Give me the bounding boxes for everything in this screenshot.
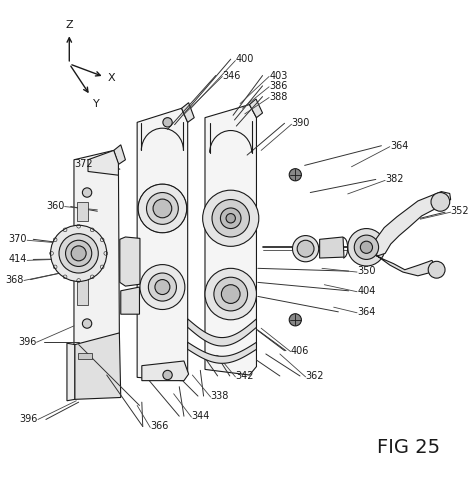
Text: 388: 388 [269, 92, 287, 102]
Text: 396: 396 [19, 414, 38, 425]
Text: Y: Y [93, 100, 100, 109]
Text: 350: 350 [357, 266, 375, 276]
Circle shape [297, 240, 314, 257]
Polygon shape [142, 361, 189, 381]
Circle shape [82, 188, 92, 197]
Text: 406: 406 [291, 346, 309, 356]
Polygon shape [74, 150, 119, 347]
Circle shape [212, 200, 249, 237]
Text: 346: 346 [222, 71, 241, 81]
Text: 366: 366 [150, 422, 169, 431]
Polygon shape [121, 287, 139, 314]
Bar [77, 202, 88, 221]
Circle shape [138, 184, 187, 233]
Polygon shape [188, 319, 256, 346]
Circle shape [289, 314, 301, 326]
Circle shape [214, 277, 247, 311]
Polygon shape [319, 237, 344, 258]
Polygon shape [182, 102, 194, 122]
Text: 404: 404 [357, 286, 375, 296]
Polygon shape [120, 237, 140, 286]
Circle shape [59, 234, 98, 273]
Circle shape [221, 285, 240, 304]
Circle shape [428, 261, 445, 278]
Circle shape [163, 118, 172, 127]
Polygon shape [376, 255, 436, 276]
Circle shape [51, 225, 107, 282]
Text: 403: 403 [269, 71, 287, 81]
Text: 364: 364 [357, 307, 375, 317]
Bar [77, 274, 88, 305]
Text: 382: 382 [385, 174, 404, 184]
Circle shape [289, 169, 301, 181]
Polygon shape [67, 343, 75, 401]
Circle shape [155, 280, 170, 295]
Circle shape [146, 193, 178, 224]
Circle shape [348, 228, 385, 266]
Polygon shape [205, 104, 256, 375]
Polygon shape [137, 108, 188, 381]
Circle shape [292, 236, 319, 262]
Circle shape [140, 264, 185, 309]
Text: 372: 372 [74, 160, 93, 169]
Polygon shape [188, 342, 256, 363]
Text: 362: 362 [306, 371, 324, 381]
Polygon shape [75, 333, 121, 399]
Circle shape [360, 241, 373, 253]
Circle shape [205, 268, 256, 320]
Circle shape [354, 235, 379, 260]
Text: 352: 352 [451, 206, 469, 216]
Text: 386: 386 [269, 81, 287, 91]
Circle shape [153, 199, 172, 218]
Polygon shape [114, 145, 126, 164]
Circle shape [65, 240, 92, 266]
Circle shape [71, 246, 86, 261]
Text: 360: 360 [46, 201, 64, 211]
Polygon shape [376, 192, 451, 256]
Text: 338: 338 [210, 391, 229, 401]
Circle shape [220, 208, 241, 228]
Circle shape [226, 214, 236, 223]
Text: X: X [108, 73, 115, 83]
Circle shape [431, 193, 450, 211]
Text: 390: 390 [292, 118, 310, 128]
Text: 396: 396 [18, 337, 36, 347]
Circle shape [163, 370, 172, 380]
Text: 342: 342 [236, 371, 254, 381]
Text: 344: 344 [191, 411, 210, 421]
Text: 370: 370 [9, 234, 27, 244]
Circle shape [148, 273, 176, 301]
Text: Z: Z [65, 20, 73, 30]
Text: 364: 364 [390, 141, 408, 151]
Text: 414: 414 [9, 254, 27, 264]
Bar [78, 352, 92, 359]
Polygon shape [249, 99, 263, 118]
Circle shape [203, 190, 259, 246]
Circle shape [82, 319, 92, 328]
Text: FIG 25: FIG 25 [377, 438, 440, 457]
Text: 368: 368 [6, 275, 24, 285]
Polygon shape [88, 150, 118, 175]
Text: 400: 400 [236, 54, 254, 64]
